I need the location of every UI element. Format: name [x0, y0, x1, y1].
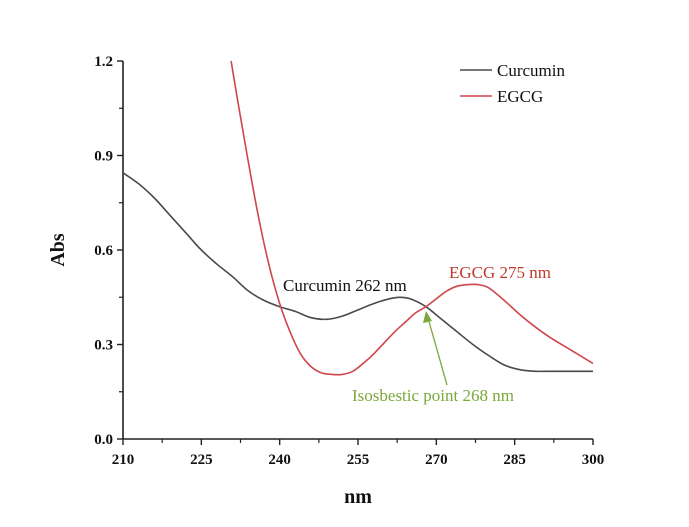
- legend: Curcumin EGCG: [460, 61, 565, 106]
- legend-label-egcg: EGCG: [497, 87, 543, 106]
- x-tick-label: 210: [112, 452, 135, 468]
- x-tick-label: 240: [268, 452, 291, 468]
- series-lines: [122, 60, 594, 376]
- y-axis-title: Abs: [47, 233, 69, 267]
- y-tick-label: 1.2: [94, 54, 113, 70]
- x-ticks: 210 225 240 255 270 285 300: [112, 439, 605, 468]
- series-line-egcg: [230, 60, 594, 376]
- y-tick-label: 0.6: [94, 243, 113, 259]
- series-line-curcumin: [122, 172, 593, 373]
- isosbestic-arrow-shaft: [427, 317, 448, 386]
- y-ticks: 0.0 0.3 0.6 0.9 1.2: [94, 54, 123, 448]
- x-tick-label: 285: [503, 452, 526, 468]
- x-tick-label: 270: [425, 452, 448, 468]
- annotations: Curcumin 262 nm EGCG 275 nm Isosbestic p…: [283, 263, 551, 405]
- x-tick-label: 225: [190, 452, 213, 468]
- annotation-isosbestic-point: Isosbestic point 268 nm: [352, 386, 514, 405]
- y-tick-label: 0.0: [94, 432, 113, 448]
- axes: [122, 61, 593, 440]
- isosbestic-arrow-head: [423, 311, 432, 323]
- x-tick-label: 300: [582, 452, 605, 468]
- x-axis-title: nm: [344, 486, 372, 508]
- x-tick-label: 255: [347, 452, 370, 468]
- legend-label-curcumin: Curcumin: [497, 61, 565, 80]
- y-tick-label: 0.3: [94, 338, 113, 354]
- annotation-egcg-peak: EGCG 275 nm: [449, 263, 551, 282]
- y-tick-label: 0.9: [94, 149, 113, 165]
- annotation-curcumin-peak: Curcumin 262 nm: [283, 276, 407, 295]
